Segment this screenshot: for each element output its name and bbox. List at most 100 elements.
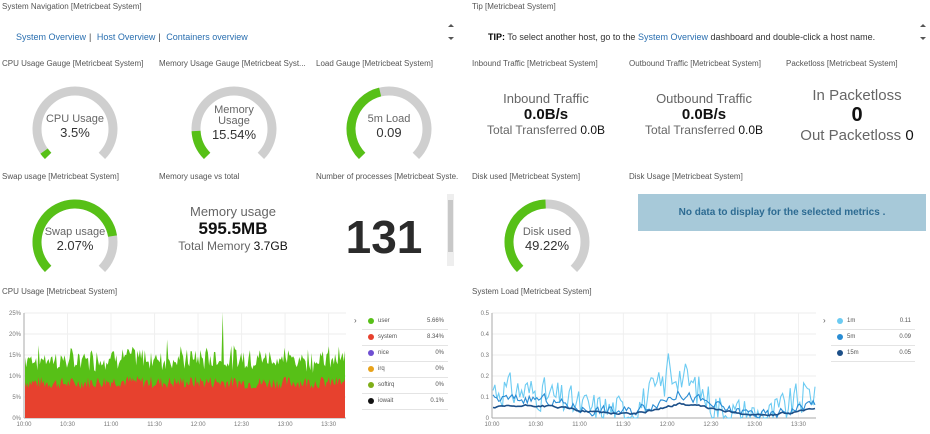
nav-link-host-overview[interactable]: Host Overview bbox=[96, 32, 156, 42]
x-tick-label: 10:30 bbox=[528, 422, 544, 428]
legend-label: 1m bbox=[847, 318, 856, 324]
legend-dot-icon bbox=[368, 350, 374, 356]
tip-scrollbar[interactable] bbox=[920, 24, 926, 40]
processes-scrollbar[interactable] bbox=[447, 194, 454, 266]
tip-link-system-overview[interactable]: System Overview bbox=[637, 32, 708, 42]
memory-gauge bbox=[191, 86, 277, 160]
tip-panel: Tip [Metricbeat System] TIP: To select a… bbox=[470, 0, 930, 45]
series-area-system bbox=[25, 375, 345, 418]
legend-value: 0.05 bbox=[899, 350, 911, 356]
panel-title: Disk used [Metricbeat System] bbox=[472, 172, 581, 181]
panel-title: Packetloss [Metricbeat System] bbox=[786, 59, 898, 68]
legend-label: system bbox=[378, 334, 398, 340]
y-tick-label: 15% bbox=[9, 353, 22, 359]
legend-value: 0% bbox=[435, 382, 444, 388]
x-tick-label: 11:00 bbox=[104, 422, 119, 428]
cpu-legend: user 5.66% system 8.34% nice 0% irq 0% softirq 0%… bbox=[362, 314, 448, 410]
y-tick-label: 0.1 bbox=[481, 395, 490, 401]
legend-dot-icon bbox=[368, 382, 374, 388]
no-data-message: No data to display for the selected metr… bbox=[638, 194, 926, 231]
outbound-total: Total Transferred 0.0B bbox=[644, 123, 764, 137]
gauge-track bbox=[32, 86, 118, 160]
legend-value: 8.34% bbox=[426, 334, 444, 340]
legend-toggle-icon[interactable]: › bbox=[823, 316, 826, 325]
x-tick-label: 13:00 bbox=[278, 422, 294, 428]
load-gauge-text: 5m Load 0.09 bbox=[334, 113, 444, 140]
swap-gauge-panel: Swap usage [Metricbeat System] Swap usag… bbox=[0, 170, 155, 280]
legend-label: 15m bbox=[847, 350, 859, 356]
inbound-metric: Inbound Traffic 0.0B/s Total Transferred… bbox=[470, 91, 622, 137]
packetloss-metric: In Packetloss 0 Out Packetloss 0 bbox=[784, 87, 930, 144]
y-tick-label: 0.4 bbox=[481, 332, 490, 338]
legend-item-softirq[interactable]: softirq 0% bbox=[362, 378, 448, 394]
legend-item-system[interactable]: system 8.34% bbox=[362, 330, 448, 346]
legend-label: user bbox=[378, 318, 390, 324]
inbound-label: Inbound Traffic bbox=[503, 91, 589, 106]
legend-item-15m[interactable]: 15m 0.05 bbox=[831, 346, 915, 362]
legend-label: irq bbox=[378, 366, 385, 372]
load-gauge-label: 5m Load bbox=[367, 113, 411, 125]
legend-dot-icon bbox=[368, 318, 374, 324]
memory-vs-total-panel: Memory usage vs total Memory usage 595.5… bbox=[157, 170, 312, 280]
legend-item-5m[interactable]: 5m 0.09 bbox=[831, 330, 915, 346]
panel-title: System Navigation [Metricbeat System] bbox=[2, 2, 142, 11]
nav-link-system-overview[interactable]: System Overview bbox=[16, 32, 87, 42]
y-tick-label: 0.5 bbox=[481, 311, 490, 317]
legend-value: 5.66% bbox=[426, 318, 444, 324]
nav-link-containers-overview[interactable]: Containers overview bbox=[166, 32, 248, 42]
x-tick-label: 11:30 bbox=[616, 422, 631, 428]
legend-item-1m[interactable]: 1m 0.11 bbox=[831, 314, 915, 330]
gauge-fill bbox=[32, 199, 117, 273]
nav-scrollbar[interactable] bbox=[448, 24, 454, 40]
legend-item-irq[interactable]: irq 0% bbox=[362, 362, 448, 378]
cpu-gauge-panel: CPU Usage Gauge [Metricbeat System] CPU … bbox=[0, 57, 155, 167]
disk-gauge-text: Disk used 49.22% bbox=[492, 226, 602, 253]
disk-gauge bbox=[504, 199, 590, 273]
cpu-gauge bbox=[32, 86, 118, 160]
x-tick-label: 11:00 bbox=[572, 422, 587, 428]
x-tick-label: 13:00 bbox=[747, 422, 763, 428]
x-tick-label: 10:00 bbox=[484, 422, 500, 428]
tip-text: TIP: To select another host, go to the S… bbox=[488, 32, 875, 42]
load-gauge bbox=[346, 86, 432, 160]
nav-links: System Overview | Host Overview | Containe… bbox=[16, 32, 248, 42]
load-legend: 1m 0.11 5m 0.09 15m 0.05 bbox=[831, 314, 915, 362]
y-tick-label: 0 bbox=[486, 416, 490, 422]
cpu-usage-chart-panel: CPU Usage [Metricbeat System] 0% 5% 10% 15%… bbox=[0, 285, 465, 434]
legend-value: 0.1% bbox=[430, 398, 444, 404]
x-tick-label: 10:30 bbox=[60, 422, 76, 428]
legend-dot-icon bbox=[837, 334, 843, 340]
legend-item-user[interactable]: user 5.66% bbox=[362, 314, 448, 330]
gauge-fill bbox=[40, 148, 52, 160]
legend-item-nice[interactable]: nice 0% bbox=[362, 346, 448, 362]
y-tick-label: 0.3 bbox=[481, 353, 490, 359]
legend-label: 5m bbox=[847, 334, 856, 340]
memory-gauge-label-2: Usage bbox=[218, 115, 250, 127]
packetloss-in-value: 0 bbox=[851, 104, 863, 126]
panel-title: Outbound Traffic [Metricbeat System] bbox=[629, 59, 761, 68]
legend-value: 0% bbox=[435, 350, 444, 356]
memory-gauge-panel: Memory Usage Gauge [Metricbeat Syst... M… bbox=[157, 57, 312, 167]
legend-toggle-icon[interactable]: › bbox=[354, 316, 357, 325]
packetloss-panel: Packetloss [Metricbeat System] In Packet… bbox=[784, 57, 930, 167]
y-tick-label: 0.2 bbox=[481, 374, 490, 380]
legend-item-iowait[interactable]: iowait 0.1% bbox=[362, 394, 448, 410]
x-tick-label: 13:30 bbox=[791, 422, 807, 428]
legend-dot-icon bbox=[368, 398, 374, 404]
series-line-1m bbox=[492, 353, 816, 420]
x-tick-label: 11:30 bbox=[147, 422, 162, 428]
panel-title: Number of processes [Metricbeat Syste... bbox=[316, 172, 459, 181]
cpu-gauge-value: 3.5% bbox=[60, 125, 90, 140]
legend-label: softirq bbox=[378, 382, 395, 388]
swap-gauge-label: Swap usage bbox=[44, 226, 106, 238]
disk-used-panel: Disk used [Metricbeat System] Disk used … bbox=[470, 170, 625, 280]
series-line-15m bbox=[492, 402, 816, 417]
inbound-traffic-panel: Inbound Traffic [Metricbeat System] Inbo… bbox=[470, 57, 625, 167]
legend-dot-icon bbox=[837, 318, 843, 324]
legend-value: 0.11 bbox=[899, 318, 911, 324]
panel-title: Memory Usage Gauge [Metricbeat Syst... bbox=[159, 59, 306, 68]
inbound-total: Total Transferred 0.0B bbox=[486, 123, 606, 137]
gauge-fill bbox=[504, 199, 546, 273]
x-tick-label: 10:00 bbox=[16, 422, 32, 428]
legend-dot-icon bbox=[368, 334, 374, 340]
